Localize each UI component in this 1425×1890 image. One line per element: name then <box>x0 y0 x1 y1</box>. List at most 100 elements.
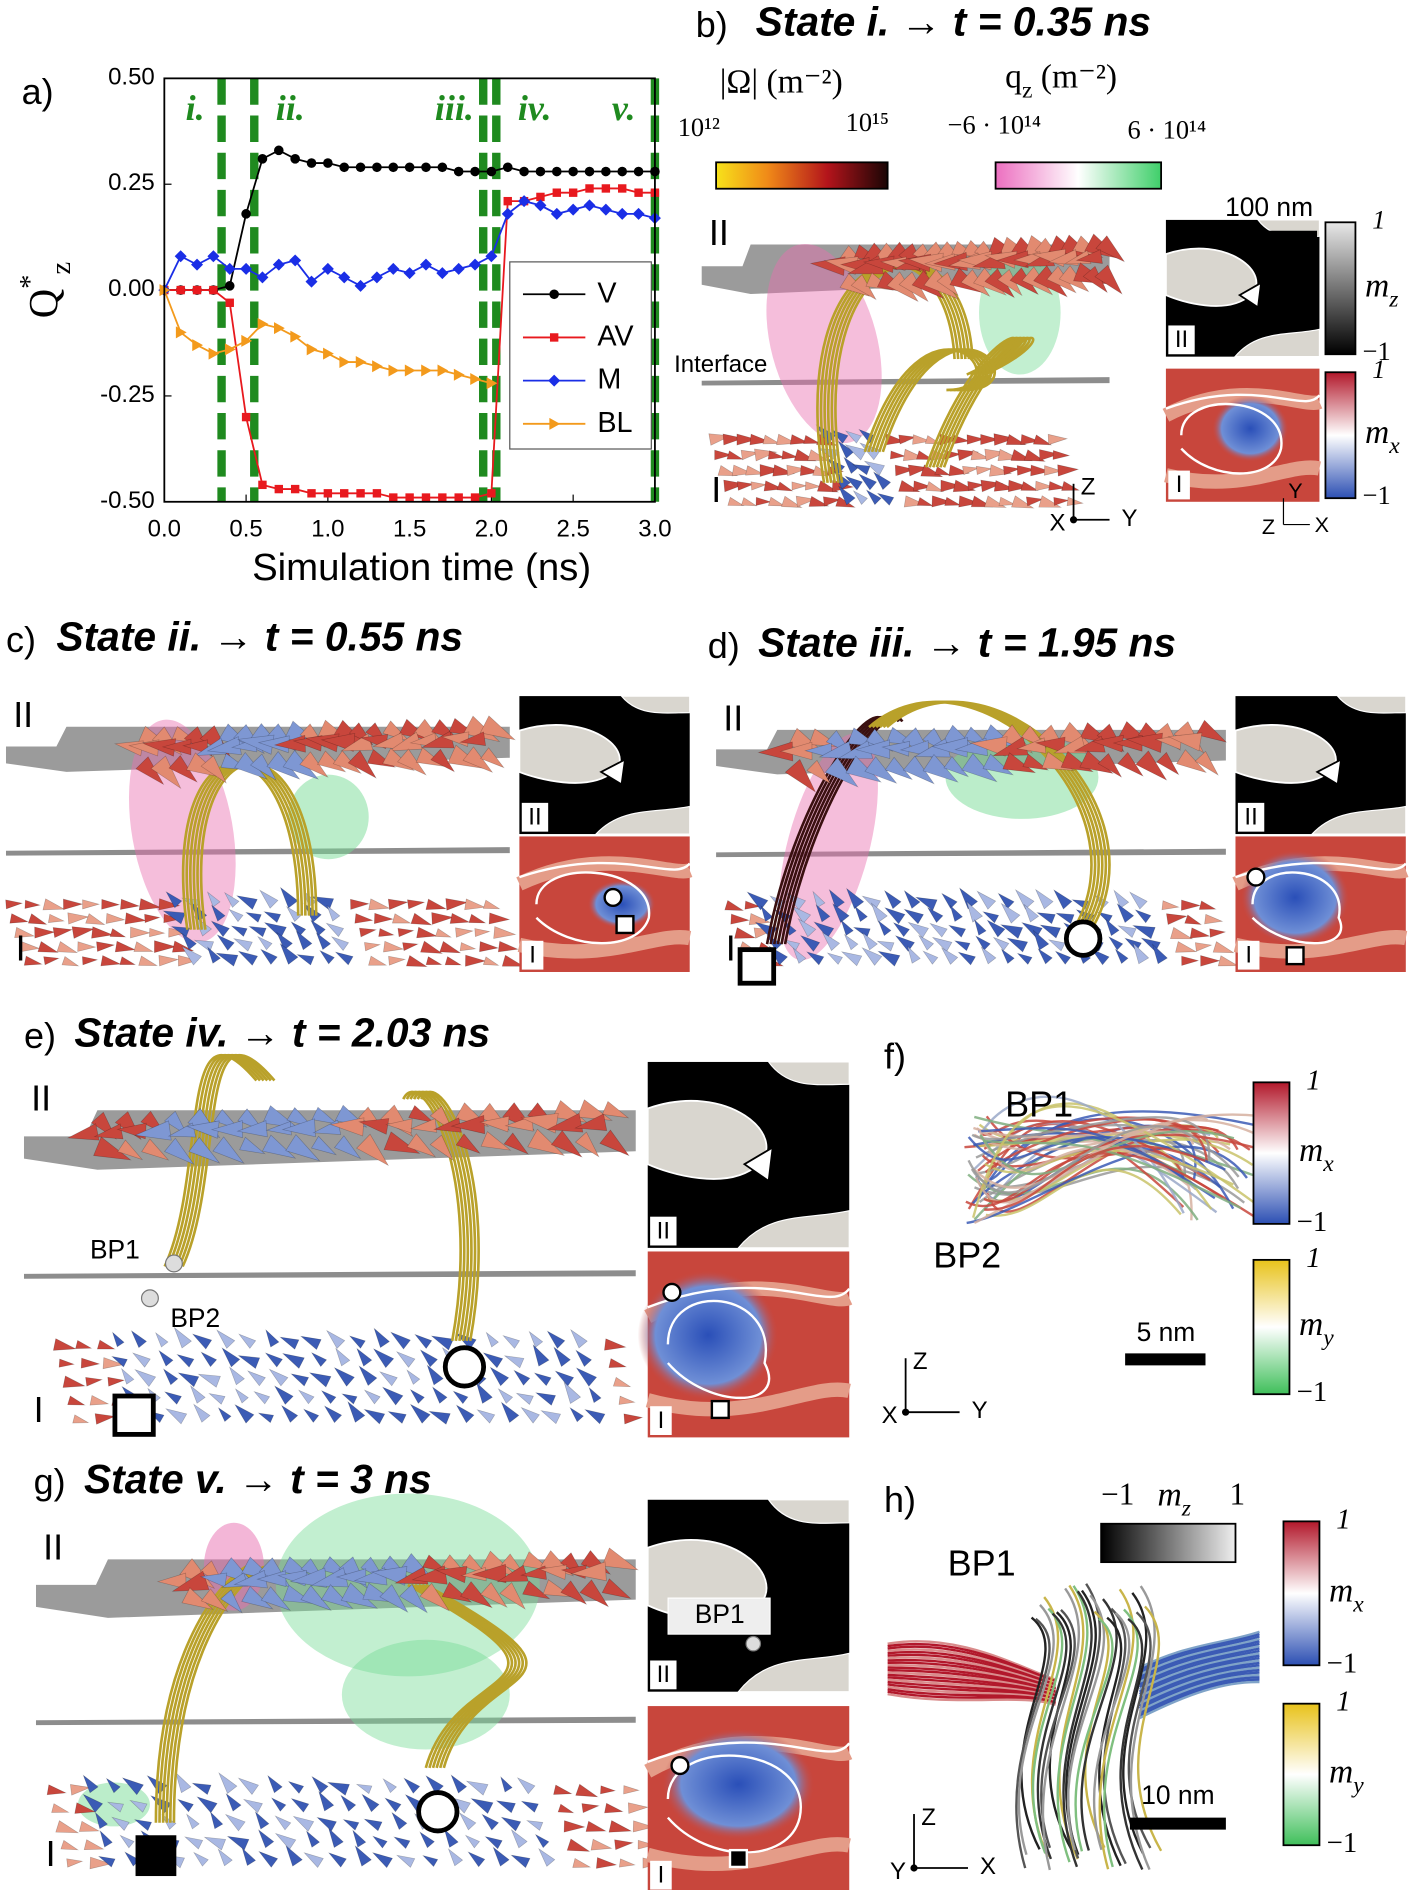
spin-arrow <box>899 740 930 757</box>
spin-arrow <box>96 941 116 952</box>
spin-arrow <box>325 922 345 938</box>
spin-arrow <box>85 913 106 926</box>
state-label: iii. <box>435 88 474 128</box>
spin-arrow <box>553 1784 573 1795</box>
spin-arrow <box>406 954 428 967</box>
data-point <box>437 364 449 377</box>
vortex-core <box>1063 919 1103 958</box>
spin-arrow <box>444 956 463 966</box>
vortex-core <box>416 1790 460 1834</box>
spin-arrow <box>19 940 41 953</box>
spin-arrow <box>852 490 868 505</box>
spin-arrow <box>566 1838 591 1852</box>
streamline <box>978 1126 1185 1179</box>
layer-label: II <box>13 694 33 735</box>
spin-arrow <box>784 759 817 793</box>
layer-label: II <box>1175 326 1188 353</box>
band <box>1233 930 1408 959</box>
spin-arrow <box>280 1404 299 1423</box>
layer-label: II <box>31 1077 51 1118</box>
colorbar <box>1324 221 1357 356</box>
layer-label: I <box>16 927 26 968</box>
axis-label: Z <box>1262 514 1275 539</box>
domain <box>737 1209 850 1249</box>
inset-mx: I <box>516 836 693 972</box>
panel-label: h) <box>884 1479 916 1520</box>
spin-arrow <box>82 899 101 910</box>
data-point <box>175 326 187 339</box>
spin-arrow <box>155 1331 169 1348</box>
spin-arrow <box>226 1835 250 1851</box>
data-point <box>258 480 267 490</box>
panel-label: a) <box>22 70 54 111</box>
axis-label: Z <box>913 1348 928 1375</box>
data-point <box>389 493 398 502</box>
spin-arrow <box>850 274 877 301</box>
data-point <box>388 162 399 173</box>
legend-label: M <box>597 363 621 395</box>
spin-arrow <box>199 1572 228 1588</box>
spin-arrow <box>138 898 162 911</box>
spin-arrow <box>550 1130 583 1158</box>
spin-arrow <box>1030 464 1052 477</box>
streamline <box>971 1124 1197 1205</box>
streamline <box>887 1673 1056 1697</box>
spin-arrow <box>130 926 151 939</box>
spin-arrow <box>1125 732 1163 753</box>
spin-arrow <box>884 907 906 925</box>
spin-arrow <box>66 1123 100 1141</box>
spin-arrow <box>526 1820 544 1831</box>
spin-arrow <box>510 1828 528 1849</box>
spin-arrow <box>410 912 433 926</box>
spin-arrow <box>844 430 862 444</box>
spin-arrow <box>254 1810 270 1830</box>
data-point <box>503 196 512 206</box>
data-point <box>192 285 202 295</box>
spin-arrow <box>327 1852 347 1868</box>
spin-arrow <box>358 1118 390 1135</box>
x-tick-label: 3.0 <box>638 516 671 543</box>
spin-arrow <box>890 450 907 460</box>
streamline <box>935 336 1028 468</box>
layer-label: II <box>528 804 541 831</box>
data-point <box>372 489 382 498</box>
streamline <box>1138 1656 1260 1696</box>
streamline <box>1119 1617 1144 1871</box>
spin-arrow <box>24 899 41 909</box>
spin-arrow <box>546 1112 584 1133</box>
streamline <box>887 1648 1056 1685</box>
spin-arrow <box>815 903 831 923</box>
spin-arrow <box>767 496 786 507</box>
spin-arrow <box>569 1406 584 1423</box>
streamline <box>967 1136 1226 1171</box>
spin-arrow <box>253 1391 271 1405</box>
spin-arrow <box>165 1408 188 1425</box>
spin-arrow <box>619 1858 636 1868</box>
spin-arrow <box>482 1352 504 1369</box>
render-3d <box>35 1493 663 1877</box>
data-point <box>307 489 316 498</box>
colorbar-tick: −1 <box>1363 480 1391 510</box>
data-point <box>241 334 253 347</box>
spin-arrow <box>264 1352 283 1368</box>
spin-arrow <box>1014 889 1035 910</box>
spin-arrow <box>228 908 244 923</box>
spin-arrow <box>311 1775 329 1794</box>
layer-label: I <box>529 942 536 969</box>
spin-arrow <box>982 753 1014 776</box>
spin-arrow <box>447 1848 464 1867</box>
spin-arrow <box>191 1782 212 1795</box>
colorbar-tick: 10¹² <box>678 112 720 142</box>
spin-arrow <box>1167 732 1203 752</box>
data-point <box>568 188 578 197</box>
spin-arrow <box>934 466 951 476</box>
data-point <box>323 489 333 498</box>
state-label: ii. <box>276 88 305 128</box>
spin-arrow <box>414 1333 433 1349</box>
spin-arrow <box>74 1802 97 1814</box>
spin-arrow <box>1212 941 1235 954</box>
spin-arrow <box>256 1570 287 1587</box>
spin-arrow <box>940 479 963 493</box>
spin-arrow <box>1129 891 1148 910</box>
data-point <box>485 250 498 263</box>
